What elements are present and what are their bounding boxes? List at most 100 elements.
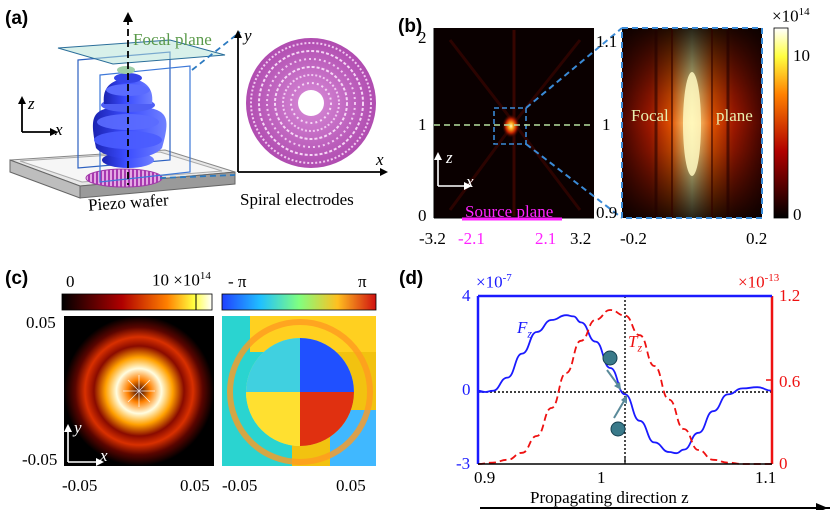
d-left-scale: ×10-7 <box>476 272 512 293</box>
b-zoom-connector-top <box>525 27 623 109</box>
panel-d-chart <box>476 294 830 510</box>
c-phase-vortex-2 <box>300 392 354 446</box>
b-colorbar-tick-10: 10 <box>793 46 810 65</box>
d-series-f-label: Fz <box>517 318 532 341</box>
d-right-tick-0.6: 0.6 <box>779 372 801 391</box>
b-left-ytick-2: 2 <box>418 28 427 47</box>
c-phase-vortex-4 <box>246 338 300 392</box>
c-vector-field <box>123 375 155 407</box>
d-propagation-arrowhead <box>816 503 828 510</box>
b-zoom-connector-bottom <box>525 143 623 219</box>
b-xtick-neg3.2: -3.2 <box>419 229 446 248</box>
d-xlabel: Propagating direction z <box>530 488 689 507</box>
zoom-connector-bottom <box>159 174 236 179</box>
panel-label-a: (a) <box>5 8 29 29</box>
c-frame-y-label: y <box>74 418 82 437</box>
frame-z-label: z <box>28 94 35 113</box>
c-ytick-bottom: -0.05 <box>22 450 58 469</box>
d-series-force-fz-line <box>477 314 773 455</box>
b-source-plane-label: Source plane <box>465 202 554 221</box>
b-right-ytick-1.1: 1.1 <box>596 32 618 51</box>
d-right-scale-base: ×10 <box>738 272 765 292</box>
d-series-f-sub: z <box>527 326 533 341</box>
d-xtick-0.9: 0.9 <box>474 468 496 487</box>
c-phase-vortex-3 <box>246 392 300 446</box>
b-zoom-xtick-0.2: 0.2 <box>746 229 768 248</box>
focal-plane-label: Focal plane <box>133 30 212 49</box>
d-left-tick-4: 4 <box>462 286 471 305</box>
b-right-ytick-1: 1 <box>602 115 611 134</box>
frame-x-arrow <box>50 128 58 136</box>
c-phase-vortex-1 <box>300 338 354 392</box>
c-right-xtick-neg: -0.05 <box>222 476 258 495</box>
c-phase-colorbar <box>221 293 377 311</box>
d-xtick-1: 1 <box>597 468 606 487</box>
b-zoom-core <box>683 72 701 176</box>
b-xtick-2.1: 2.1 <box>535 229 557 248</box>
c-colorbar-max-base: 10 ×10 <box>152 270 200 290</box>
b-frame-x-label: x <box>466 172 474 191</box>
d-particle-upper <box>602 350 618 366</box>
b-frame-x-arrow <box>464 182 472 190</box>
d-particle-lower <box>610 421 626 437</box>
c-colorbar-min: 0 <box>66 272 75 291</box>
d-left-tick-0: 0 <box>462 380 471 399</box>
b-zoom-fringes <box>654 28 730 218</box>
c-frame-x-label: x <box>100 446 108 465</box>
panel-b-graphic <box>433 27 789 221</box>
b-right-ytick-0.9: 0.9 <box>596 203 618 222</box>
panel-a-graphic <box>9 12 388 199</box>
beam-axis-arrow <box>123 12 133 22</box>
b-focal-label: Focal <box>631 106 669 125</box>
b-colorbar-tick-0: 0 <box>793 205 802 224</box>
b-colorbar-title: ×1014 <box>772 6 810 27</box>
inset-x-label: x <box>376 150 384 169</box>
d-right-tick-1.2: 1.2 <box>779 286 801 305</box>
frame-x-label: x <box>55 120 63 139</box>
c-colorbar-max: 10 ×1014 <box>152 270 211 291</box>
c-ytick-top: 0.05 <box>26 313 56 332</box>
d-restoring-arrowhead-up <box>621 395 627 404</box>
b-frame-z-arrow <box>434 152 442 160</box>
d-right-scale: ×10-13 <box>738 272 779 293</box>
b-focus-spot <box>502 114 520 138</box>
inset-y-arrow <box>234 30 242 38</box>
d-left-tick-neg3: -3 <box>456 454 471 473</box>
panel-label-c: (c) <box>5 268 29 289</box>
b-zoom-box <box>493 107 527 145</box>
d-series-t-name: T <box>628 332 638 351</box>
piezo-wafer-side <box>9 159 81 199</box>
b-zoom-frame <box>621 27 763 219</box>
c-phase-outer-ring <box>227 319 373 465</box>
d-restoring-arrow-down <box>606 369 619 386</box>
b-left-beam-streaks <box>448 30 582 216</box>
c-left-xtick-pos: 0.05 <box>180 476 210 495</box>
panel-c-graphic <box>61 293 377 466</box>
d-left-scale-exp: -7 <box>502 272 512 284</box>
panel-label-b: (b) <box>398 16 423 37</box>
acoustic-beam <box>92 66 167 168</box>
d-series-t-label: Tz <box>628 332 642 355</box>
b-frame-z-label: z <box>446 148 453 167</box>
c-frame-x-arrow <box>96 458 104 466</box>
panel-label-d: (d) <box>399 268 424 289</box>
wafer-spiral-electrodes <box>85 168 163 188</box>
b-zoom-xtick-neg0.2: -0.2 <box>620 229 647 248</box>
c-left-xtick-neg: -0.05 <box>62 476 98 495</box>
c-right-xtick-pos: 0.05 <box>336 476 366 495</box>
c-frame-y-arrow <box>64 424 72 432</box>
b-xtick-neg2.1: -2.1 <box>458 229 485 248</box>
b-left-ytick-1: 1 <box>418 115 427 134</box>
d-right-scale-exp: -13 <box>764 272 780 284</box>
zoom-connector-top <box>191 31 241 71</box>
c-phase-max: π <box>358 272 367 291</box>
d-series-t-sub: z <box>637 340 643 355</box>
d-series-f-name: F <box>517 318 528 337</box>
d-xtick-1.1: 1.1 <box>755 468 777 487</box>
focal-plane <box>57 39 226 65</box>
d-series-torque-tz-line <box>477 309 772 465</box>
d-restoring-arrowhead-down <box>614 382 621 390</box>
c-colorbar-max-exp: 14 <box>199 270 211 282</box>
inset-y-label: y <box>244 26 252 45</box>
d-restoring-arrow-up <box>613 400 625 419</box>
